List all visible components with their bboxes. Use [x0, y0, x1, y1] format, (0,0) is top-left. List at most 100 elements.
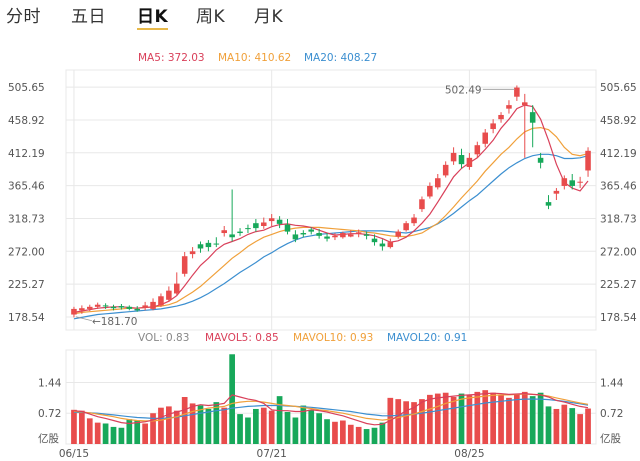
price-tick-label-right: 412.19 — [600, 148, 637, 160]
volume-bar — [71, 409, 77, 444]
candle-body — [490, 123, 496, 130]
volume-bar — [205, 408, 212, 444]
price-panel-frame — [65, 69, 597, 331]
candle-body — [514, 87, 520, 97]
candle-body — [522, 102, 528, 106]
legend-ma5-name: MA5 — [138, 52, 161, 64]
volume-bar — [142, 423, 148, 444]
volume-bar — [403, 401, 409, 444]
volume-bar — [221, 407, 228, 444]
volume-bar — [134, 420, 141, 444]
candle-body — [245, 228, 251, 230]
volume-bar — [427, 394, 433, 444]
candle-body — [482, 132, 488, 144]
legend-mavol20: MAVOL20: 0.91 — [387, 332, 467, 344]
price-y-axis-left: 505.65 458.92 412.19 365.46 318.73 272.00 225.… — [8, 82, 45, 324]
price-tick-label-right: 365.46 — [600, 181, 637, 193]
price-tick-label-right: 318.73 — [600, 213, 637, 225]
candle-body — [395, 231, 401, 237]
price-tick-label-left: 178.54 — [8, 312, 45, 324]
price-tick-label-left: 318.73 — [8, 213, 45, 225]
candle-body — [450, 152, 457, 162]
ma20-line — [73, 153, 589, 320]
volume-bar — [514, 394, 520, 444]
candle-body — [411, 217, 417, 224]
candle-body — [498, 114, 504, 120]
price-tick-label-right: 505.65 — [600, 82, 637, 94]
candle-body — [205, 242, 212, 248]
price-tick-label-right: 225.27 — [600, 279, 637, 291]
candle-body — [253, 223, 259, 229]
legend-ma10: MA10: 410.62 — [218, 52, 291, 64]
legend-ma20-name: MA20 — [304, 52, 334, 64]
price-tick-label-right: 272.00 — [600, 246, 637, 258]
mavol10-line — [73, 393, 589, 422]
volume-bar — [86, 418, 93, 444]
candlestick-series — [71, 85, 591, 318]
tab-daily-k[interactable]: 日K — [137, 2, 169, 30]
tab-intraday[interactable]: 分时 — [6, 2, 41, 27]
volume-tick-label-right: 1.44 — [600, 377, 624, 389]
price-tick-label-left: 505.65 — [8, 82, 45, 94]
volume-bar — [173, 410, 180, 444]
stock-chart[interactable]: MA5: 372.03 MA10: 410.62 MA20: 408.27 50… — [0, 36, 640, 461]
volume-bar — [490, 392, 496, 444]
volume-tick-label-left: 0.72 — [38, 408, 61, 420]
legend-mavol10: MAVOL10: 0.93 — [293, 332, 373, 344]
legend-ma20-value: 408.27 — [341, 52, 378, 64]
candle-body — [403, 223, 409, 231]
candle-body — [577, 181, 583, 183]
volume-bar — [553, 408, 560, 444]
legend-ma10-value: 410.62 — [255, 52, 292, 64]
price-tick-label-left: 225.27 — [8, 279, 45, 291]
candle-body — [545, 202, 552, 206]
tab-five-day[interactable]: 五日 — [71, 2, 106, 27]
candle-body — [308, 229, 314, 232]
candle-body — [229, 234, 235, 238]
volume-bar-series — [71, 354, 591, 444]
candle-body — [142, 305, 148, 308]
price-annotations: 502.49 ←181.70 — [75, 84, 515, 328]
tab-monthly-k[interactable]: 月K — [254, 2, 283, 27]
volume-tick-label-right: 0.72 — [600, 408, 623, 420]
candle-body — [197, 244, 204, 249]
candle-body — [134, 308, 140, 311]
volume-bar — [292, 417, 299, 444]
volume-bar — [474, 391, 481, 444]
legend-mavol5: MAVOL5: 0.85 — [205, 332, 279, 344]
candle-body — [371, 238, 378, 243]
volume-bar — [189, 403, 196, 444]
volume-bar — [521, 391, 528, 444]
candle-body — [166, 290, 172, 300]
volume-bar — [498, 394, 504, 444]
price-tick-label-left: 272.00 — [8, 246, 45, 258]
volume-bar — [150, 413, 156, 444]
tab-daily-k-label: 日K — [137, 7, 169, 27]
ma10-line — [73, 126, 589, 315]
volume-bar — [529, 396, 536, 444]
candle-body — [174, 283, 180, 294]
volume-bar — [340, 420, 346, 444]
volume-bar — [537, 392, 544, 444]
candle-body — [537, 157, 544, 163]
candle-body — [284, 224, 291, 232]
candle-body — [363, 234, 370, 236]
volume-bar — [102, 423, 109, 444]
volume-bar — [126, 419, 133, 444]
candle-body — [221, 230, 227, 234]
legend-vol-name: VOL — [138, 332, 159, 344]
date-tick-label: 06/15 — [59, 448, 89, 460]
candle-body — [387, 242, 394, 248]
legend-mavol20-value: 0.91 — [444, 332, 467, 344]
candle-body — [324, 236, 330, 239]
volume-bar — [395, 399, 402, 444]
candle-body — [561, 178, 568, 186]
volume-bar — [284, 411, 291, 444]
moving-average-lines — [73, 104, 589, 320]
candle-body — [71, 308, 77, 315]
volume-bar — [308, 409, 315, 444]
low-marker-line — [75, 316, 93, 322]
volume-panel-frame — [65, 349, 597, 445]
candle-body — [427, 185, 433, 197]
tab-weekly-k[interactable]: 周K — [196, 2, 225, 27]
